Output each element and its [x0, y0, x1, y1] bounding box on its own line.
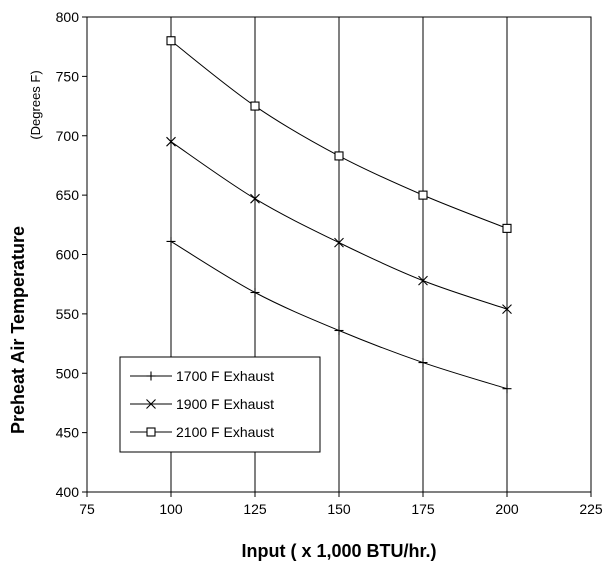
marker-stroke	[166, 136, 176, 147]
y-tick-label: 700	[56, 128, 80, 144]
data-point	[502, 223, 512, 233]
data-point	[250, 193, 260, 204]
legend-label: 2100 F Exhaust	[176, 424, 274, 440]
series-plus	[166, 236, 512, 394]
marker-stroke	[334, 237, 344, 248]
legend-marker	[146, 427, 156, 437]
y-tick-label: 600	[56, 247, 80, 263]
x-tick-label: 225	[579, 501, 603, 517]
marker-stroke	[418, 275, 428, 286]
y-tick-label: 550	[56, 306, 80, 322]
y-tick-label: 650	[56, 187, 80, 203]
x-tick-label: 150	[327, 501, 351, 517]
marker-stroke	[146, 399, 156, 409]
legend-item: 1900 F Exhaust	[130, 396, 274, 412]
legend-label: 1900 F Exhaust	[176, 396, 274, 412]
x-tick-label: 125	[243, 501, 267, 517]
x-tick-label: 75	[79, 501, 95, 517]
x-tick-label: 175	[411, 501, 435, 517]
data-point	[250, 101, 260, 111]
x-tick-label: 100	[159, 501, 183, 517]
data-point	[166, 236, 176, 246]
y-axis-unit: (Degrees F)	[28, 70, 43, 139]
series-square	[166, 36, 512, 233]
y-axis-label: Preheat Air Temperature	[8, 226, 28, 434]
data-point	[418, 358, 428, 368]
legend: 1700 F Exhaust 1900 F Exhaust 2100 F Exhau…	[119, 356, 321, 453]
marker-stroke	[502, 304, 512, 315]
y-tick-label: 500	[56, 365, 80, 381]
legend-marker	[146, 399, 156, 409]
data-point	[502, 384, 512, 394]
y-tick-label: 800	[56, 9, 80, 25]
data-point	[334, 326, 344, 335]
data-point	[166, 136, 176, 147]
marker-stroke	[250, 193, 260, 204]
y-tick-label: 750	[56, 68, 80, 84]
legend-marker	[146, 371, 156, 381]
y-tick-label: 450	[56, 425, 80, 441]
legend-label: 1700 F Exhaust	[176, 368, 274, 384]
series-cross	[166, 136, 512, 315]
legend-item: 2100 F Exhaust	[130, 424, 274, 440]
data-point	[418, 190, 428, 200]
x-tick-label: 200	[495, 501, 519, 517]
series-layer	[166, 36, 512, 394]
data-point	[502, 304, 512, 315]
data-point	[418, 275, 428, 286]
data-point	[166, 36, 176, 46]
axes: 75 100 125 150 175 200 225 400 450 500 550 600 650 70…	[56, 9, 603, 517]
legend-item: 1700 F Exhaust	[130, 368, 274, 384]
x-axis-label: Input ( x 1,000 BTU/hr.)	[241, 541, 436, 561]
data-point	[334, 237, 344, 248]
data-point	[334, 151, 344, 161]
data-point	[250, 288, 260, 297]
y-tick-label: 400	[56, 484, 80, 500]
